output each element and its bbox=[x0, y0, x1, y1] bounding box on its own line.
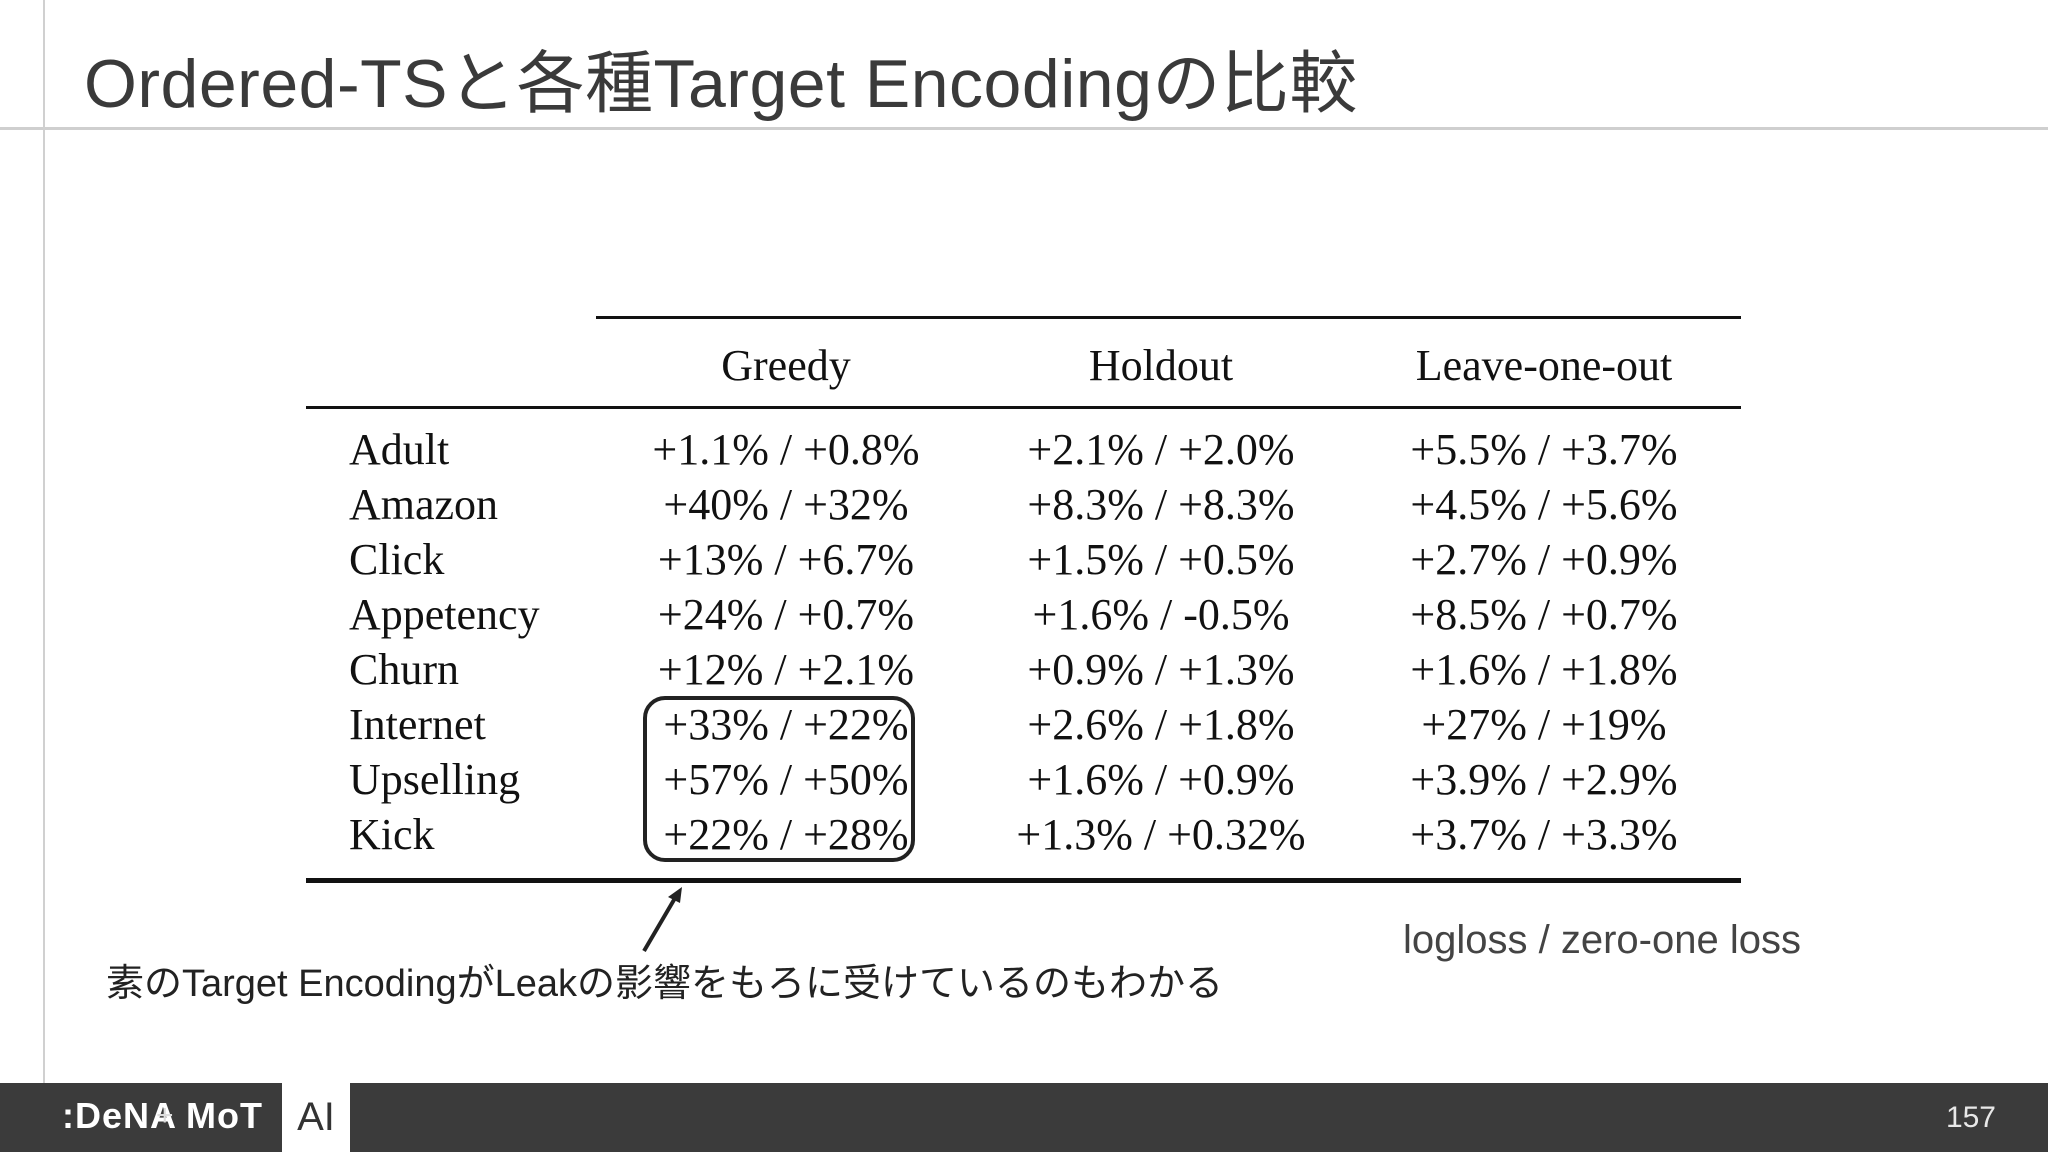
row-label: Internet bbox=[349, 700, 486, 749]
cell-holdout: +1.6% / +0.9% bbox=[1027, 755, 1295, 804]
cell-leave-one-out: +5.5% / +3.7% bbox=[1410, 425, 1678, 474]
row-label: Upselling bbox=[349, 755, 521, 804]
row-label: Amazon bbox=[349, 480, 499, 529]
cell-holdout: +1.6% / -0.5% bbox=[1032, 590, 1290, 639]
row-label: Churn bbox=[349, 645, 459, 694]
footer-bar: :DeNA + MoT AI 157 bbox=[0, 1083, 2048, 1152]
leak-note: 素のTarget EncodingがLeakの影響をもろに受けているのもわかる bbox=[106, 963, 1224, 1005]
table-row-churn: Churn +12% / +2.1% +0.9% / +1.3% +1.6% /… bbox=[306, 644, 1741, 699]
table-row-kick: Kick +22% / +28% +1.3% / +0.32% +3.7% / … bbox=[306, 809, 1741, 864]
logo-plus: + bbox=[156, 1099, 174, 1132]
column-header-greedy: Greedy bbox=[721, 341, 851, 390]
cell-leave-one-out: +4.5% / +5.6% bbox=[1410, 480, 1678, 529]
row-label: Appetency bbox=[349, 590, 540, 639]
highlight-box-greedy-leak bbox=[643, 696, 915, 862]
mot-logo: MoT bbox=[186, 1095, 263, 1136]
cell-holdout: +8.3% / +8.3% bbox=[1027, 480, 1295, 529]
cell-holdout: +2.1% / +2.0% bbox=[1027, 425, 1295, 474]
page-number: 157 bbox=[1945, 1101, 1996, 1134]
cell-greedy: +57% / +50% bbox=[663, 755, 909, 804]
title-bar: Ordered-TSと各種Target Encodingの比較 bbox=[0, 0, 2048, 130]
table-row-internet: Internet +33% / +22% +2.6% / +1.8% +27% … bbox=[306, 699, 1741, 754]
row-label: Adult bbox=[349, 425, 450, 474]
slide-title: Ordered-TSと各種Target Encodingの比較 bbox=[84, 46, 1358, 122]
cell-greedy: +33% / +22% bbox=[663, 700, 909, 749]
cell-leave-one-out: +3.7% / +3.3% bbox=[1410, 810, 1678, 859]
cell-greedy: +40% / +32% bbox=[663, 480, 909, 529]
row-label: Kick bbox=[349, 810, 435, 859]
table-top-rule bbox=[596, 316, 1741, 319]
table-row-click: Click +13% / +6.7% +1.5% / +0.5% +2.7% /… bbox=[306, 534, 1741, 589]
table-row-appetency: Appetency +24% / +0.7% +1.6% / -0.5% +8.… bbox=[306, 589, 1741, 644]
cell-leave-one-out: +3.9% / +2.9% bbox=[1410, 755, 1678, 804]
ai-logo: AI bbox=[282, 1083, 350, 1152]
cell-holdout: +0.9% / +1.3% bbox=[1027, 645, 1295, 694]
table-row-amazon: Amazon +40% / +32% +8.3% / +8.3% +4.5% /… bbox=[306, 479, 1741, 534]
table-row-adult: Adult +1.1% / +0.8% +2.1% / +2.0% +5.5% … bbox=[306, 424, 1741, 479]
column-header-leave-one-out: Leave-one-out bbox=[1415, 341, 1673, 390]
cell-holdout: +1.5% / +0.5% bbox=[1027, 535, 1295, 584]
cell-greedy: +12% / +2.1% bbox=[657, 645, 915, 694]
arrow-icon bbox=[642, 887, 682, 953]
cell-leave-one-out: +27% / +19% bbox=[1421, 700, 1667, 749]
cell-holdout: +2.6% / +1.8% bbox=[1027, 700, 1295, 749]
cell-greedy: +24% / +0.7% bbox=[657, 590, 915, 639]
metric-note: logloss / zero-one loss bbox=[1403, 918, 1801, 962]
cell-leave-one-out: +2.7% / +0.9% bbox=[1410, 535, 1678, 584]
cell-greedy: +22% / +28% bbox=[663, 810, 909, 859]
column-header-holdout: Holdout bbox=[1088, 341, 1234, 390]
cell-greedy: +13% / +6.7% bbox=[657, 535, 915, 584]
dena-logo: :DeNA bbox=[62, 1095, 178, 1136]
table-bottom-rule bbox=[306, 878, 1741, 883]
left-rule bbox=[43, 0, 45, 1083]
cell-holdout: +1.3% / +0.32% bbox=[1016, 810, 1306, 859]
cell-leave-one-out: +1.6% / +1.8% bbox=[1410, 645, 1678, 694]
cell-leave-one-out: +8.5% / +0.7% bbox=[1410, 590, 1678, 639]
table-row-upselling: Upselling +57% / +50% +1.6% / +0.9% +3.9… bbox=[306, 754, 1741, 809]
results-table: Greedy Holdout Leave-one-out Adult +1.1%… bbox=[306, 316, 1741, 886]
table-header-rule bbox=[306, 406, 1741, 409]
cell-greedy: +1.1% / +0.8% bbox=[652, 425, 920, 474]
row-label: Click bbox=[349, 535, 445, 584]
